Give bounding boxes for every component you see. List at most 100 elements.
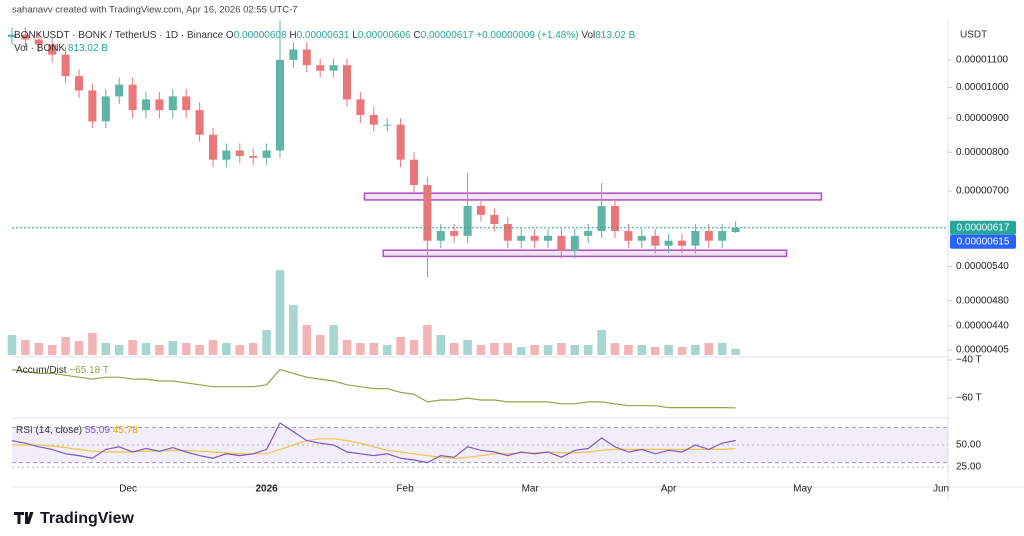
y-tick-label: −40 T (956, 355, 982, 366)
candle-body (369, 114, 378, 125)
candle-body (141, 99, 151, 111)
credit: sahanavv created with TradingView.com, A… (12, 5, 298, 16)
volume-bar (369, 343, 379, 355)
volume-bar (530, 345, 539, 355)
candle-body (597, 205, 606, 232)
volume-bar (717, 343, 727, 355)
volume-bar (624, 345, 633, 355)
volume-bar (476, 345, 486, 355)
candle-body (396, 124, 405, 160)
price-tag (950, 234, 1016, 249)
volume-bar (262, 330, 271, 355)
volume-bar (382, 345, 392, 355)
candle-body (557, 235, 566, 251)
volume-bar (342, 340, 352, 355)
candle-body (356, 99, 365, 115)
y-tick-label: 25.00 (956, 462, 981, 473)
candle-body (463, 205, 472, 236)
vol-legend: Vol · BONK 813.02 B (14, 43, 108, 54)
volume-bar (637, 345, 647, 355)
volume-bar (88, 333, 97, 355)
candle-body (423, 184, 432, 241)
volume-bar (315, 335, 325, 355)
x-tick-label: Dec (119, 484, 137, 495)
accum-line (11, 368, 736, 409)
volume-bar (155, 345, 164, 355)
candle-body (155, 99, 164, 111)
logo-icon (14, 512, 34, 524)
volume-bar (543, 345, 553, 355)
volume-bar (329, 325, 338, 355)
volume-bar (731, 348, 740, 355)
volume-bar (570, 345, 580, 355)
candle-body (409, 159, 419, 185)
candle-body (235, 150, 244, 156)
label: Accum/Dist (16, 365, 67, 376)
marks: 0.00001100 0.00001000 0.00000900 0.00000800… (7, 20, 1016, 495)
candle-body (128, 84, 137, 111)
volume-bar (597, 330, 606, 355)
volume-bar (396, 337, 405, 355)
x-tick-label: Jun (933, 484, 949, 495)
volume-bar (356, 343, 365, 355)
candle-body (664, 240, 673, 246)
candle-body (182, 96, 191, 111)
candle-body (7, 34, 17, 38)
volume-bar (516, 347, 526, 355)
y-tick-label: 50.00 (956, 440, 981, 451)
volume-bar (21, 340, 30, 355)
candle-body (195, 110, 204, 135)
candle-body (637, 235, 646, 241)
volume-bar (490, 343, 499, 355)
volume-bar (275, 270, 285, 355)
volume-bar (181, 343, 191, 355)
value: 0.00000608 (234, 30, 287, 41)
volume-bar (409, 340, 419, 355)
logo: TradingView (14, 510, 135, 527)
value: 813.02 B (68, 43, 108, 54)
rsi-legend: RSI (14, close) 55.09 45.78 (16, 425, 138, 436)
volume-bar (47, 345, 57, 355)
x-tick-label: May (793, 484, 812, 495)
volume-bar (222, 343, 231, 355)
candle-body (289, 49, 298, 60)
volume-bar (195, 345, 204, 355)
symbol: BONKUSDT · BONK / TetherUS · 1D · Binanc… (14, 30, 224, 41)
candle-body (450, 231, 459, 236)
volume-bar (61, 337, 70, 355)
change: +0.00000009 (+1.48%) (476, 30, 578, 41)
candle-body (704, 231, 713, 241)
label: H (289, 30, 296, 41)
price-tag-label: 0.00000615 (957, 236, 1010, 247)
candle-body (275, 59, 285, 151)
range-box (382, 249, 788, 258)
x-tick-label: Mar (522, 484, 540, 495)
candle-body (677, 240, 687, 246)
candle-body (570, 235, 579, 251)
candle-body (624, 231, 633, 241)
volume-bar (691, 345, 700, 355)
price-tag (950, 220, 1016, 235)
candle-body (436, 231, 445, 241)
volume-bar (101, 343, 111, 355)
volume-bar (423, 325, 432, 355)
volume-bar (677, 347, 687, 355)
candle-body (262, 150, 271, 158)
value: 813.02 B (595, 30, 635, 41)
y-tick-label: 0.00000900 (956, 113, 1009, 124)
volume-bar (610, 343, 620, 355)
x-tick-label: Apr (661, 484, 677, 495)
candle-body (530, 235, 539, 241)
volume-bar (74, 341, 84, 355)
candle-body (21, 34, 30, 40)
candle-body (115, 84, 124, 97)
candle-body (476, 205, 486, 215)
label: O (226, 30, 234, 41)
currency: USDT (960, 30, 987, 41)
label: Vol (581, 30, 595, 41)
candle-body (88, 90, 97, 122)
legend: BONKUSDT · BONK / TetherUS · 1D · Binanc… (14, 30, 636, 41)
value: 0.00000631 (297, 30, 350, 41)
volume-bar (449, 343, 459, 355)
y-tick-label: 0.00000800 (956, 147, 1009, 158)
